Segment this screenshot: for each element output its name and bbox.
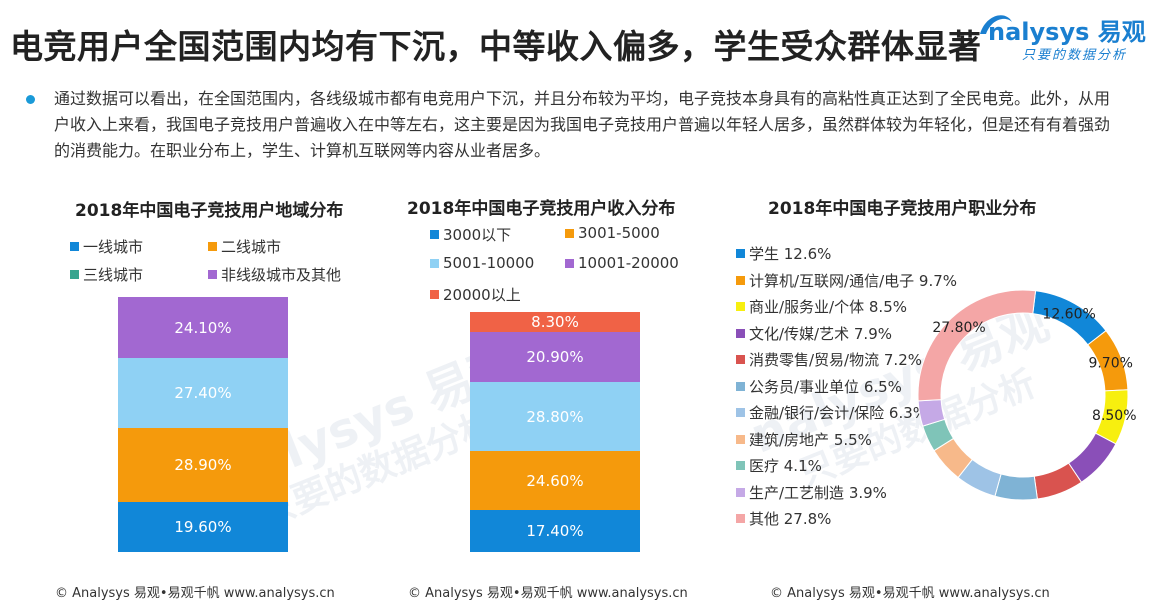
chart1-legend-item: 一线城市: [70, 236, 143, 257]
chart3-legend-swatch: [736, 328, 745, 338]
chart1-data-label: 19.60%: [174, 518, 232, 536]
chart3-legend-swatch: [736, 249, 745, 258]
chart3-legend-swatch: [736, 514, 745, 523]
chart2-legend-item: 10001-20000: [565, 254, 679, 272]
chart3-donut: 12.60% 9.70% 8.50% 27.80%: [917, 289, 1137, 501]
chart1-legend-swatch: [208, 242, 217, 251]
chart1-title: 2018年中国电子竞技用户地域分布: [75, 201, 344, 221]
chart3-data-label: 8.50%: [1092, 408, 1136, 424]
chart3-legend-label: 其他 27.8%: [749, 510, 832, 528]
chart1-bar-segment: 28.90%: [118, 428, 288, 502]
chart2-legend-item: 3001-5000: [565, 224, 660, 242]
chart3-legend-item: 金融/银行/会计/保险 6.3%: [736, 402, 927, 423]
chart3-legend-item: 计算机/互联网/通信/电子 9.7%: [736, 270, 957, 291]
chart1-legend-label: 三线城市: [83, 266, 144, 284]
chart1-data-label: 28.90%: [174, 456, 232, 475]
chart2-legend-item: 3000以下: [430, 224, 511, 245]
chart3-legend-item: 商业/服务业/个体 8.5%: [736, 296, 907, 317]
chart2-data-label: 8.30%: [531, 312, 579, 331]
logo-text: nalysys 易观: [988, 18, 1146, 46]
chart3-legend-swatch: [736, 434, 745, 444]
chart1-data-label: 24.10%: [174, 318, 232, 337]
chart1-legend-label: 二线城市: [221, 238, 282, 256]
chart1-bar-segment: 19.60%: [118, 502, 288, 552]
chart2-legend-swatch: [565, 228, 574, 238]
chart1-bar-segment: 24.10%: [118, 297, 288, 359]
chart3-legend-item: 建筑/房地产 5.5%: [736, 429, 872, 450]
chart1-legend-label: 一线城市: [83, 238, 144, 256]
chart1-legend-item: 二线城市: [208, 236, 281, 257]
chart3-legend-swatch: [736, 302, 745, 311]
chart2-bar-segment: 17.40%: [470, 510, 640, 552]
chart3-legend-label: 金融/银行/会计/保险 6.3%: [749, 404, 928, 422]
chart2-legend-item: 20000以上: [430, 284, 521, 305]
chart2-data-label: 17.40%: [526, 522, 584, 541]
logo-swoosh-icon: [980, 15, 1012, 34]
chart3-legend-item: 公务员/事业单位 6.5%: [736, 376, 902, 397]
chart3-donut-slice: [994, 473, 1038, 501]
chart3-legend-swatch: [736, 461, 745, 470]
chart1-legend-swatch: [70, 242, 79, 251]
chart1-legend-item: 三线城市: [70, 264, 143, 285]
chart3-legend-label: 消费零售/贸易/物流 7.2%: [749, 351, 922, 369]
chart3-legend-label: 计算机/互联网/通信/电子 9.7%: [749, 271, 958, 290]
chart1-legend-label: 非线级城市及其他: [221, 266, 342, 284]
chart2-data-label: 24.60%: [526, 471, 584, 490]
chart2-bar-segment: 24.60%: [470, 451, 640, 511]
chart3-legend-item: 其他 27.8%: [736, 508, 831, 529]
chart3-data-label: 27.80%: [932, 320, 985, 336]
chart2-legend-label: 10001-20000: [578, 254, 679, 272]
chart3-legend-label: 医疗 4.1%: [749, 457, 822, 475]
chart1-legend-swatch: [208, 270, 217, 279]
chart3-legend-label: 建筑/房地产 5.5%: [749, 430, 872, 449]
chart1-legend-swatch: [70, 270, 79, 279]
chart2-legend-label: 20000以上: [443, 286, 521, 304]
chart2-bar-segment: 8.30%: [470, 312, 640, 332]
chart3-legend-label: 文化/传媒/艺术 7.9%: [749, 324, 892, 343]
chart3-legend-item: 消费零售/贸易/物流 7.2%: [736, 349, 922, 370]
chart3-legend-swatch: [736, 381, 745, 391]
page-title: 电竞用户全国范围内均有下沉，中等收入偏多，学生受众群体显著: [10, 27, 982, 66]
chart3-legend-item: 文化/传媒/艺术 7.9%: [736, 323, 892, 344]
chart3-donut-slice: [917, 289, 1037, 402]
chart1-bar-segment: 27.40%: [118, 358, 288, 429]
chart3-title: 2018年中国电子竞技用户职业分布: [768, 199, 1037, 219]
chart2-data-label: 20.90%: [526, 347, 584, 366]
chart3-legend-item: 学生 12.6%: [736, 243, 831, 264]
chart2-legend-label: 5001-10000: [443, 254, 535, 272]
chart2-legend-swatch: [430, 258, 439, 268]
chart3-legend-label: 生产/工艺制造 3.9%: [749, 483, 887, 502]
chart3-legend-label: 学生 12.6%: [749, 245, 832, 263]
chart3-legend-swatch: [736, 487, 745, 497]
chart2-bar-segment: 20.90%: [470, 331, 640, 383]
chart3-data-label: 12.60%: [1042, 307, 1095, 323]
chart1-footer: © Analysys 易观•易观千帆 www.analysys.cn: [55, 586, 335, 601]
chart1-legend-item: 非线级城市及其他: [208, 264, 341, 285]
chart2-data-label: 28.80%: [526, 407, 584, 426]
chart3-legend-item: 生产/工艺制造 3.9%: [736, 482, 887, 503]
chart3-footer: © Analysys 易观•易观千帆 www.analysys.cn: [770, 586, 1050, 601]
chart2-bar-segment: 28.80%: [470, 382, 640, 452]
summary-paragraph: 通过数据可以看出，在全国范围内，各线级城市都有电竞用户下沉，并且分布较为平均，电…: [54, 89, 1111, 160]
chart3-legend-item: 医疗 4.1%: [736, 455, 822, 476]
brand-logo: nalysys 易观 只要的数据分析: [980, 8, 1158, 64]
chart2-legend-item: 5001-10000: [430, 254, 534, 272]
chart2-legend-label: 3001-5000: [578, 224, 660, 242]
bullet-dot-icon: [26, 95, 35, 104]
logo-slogan: 只要的数据分析: [1022, 48, 1128, 63]
chart1-data-label: 27.40%: [174, 384, 232, 403]
chart3-legend-label: 公务员/事业单位 6.5%: [749, 377, 902, 396]
chart2-footer: © Analysys 易观•易观千帆 www.analysys.cn: [408, 586, 688, 601]
chart2-legend-label: 3000以下: [443, 226, 512, 244]
chart3-legend-swatch: [736, 275, 745, 285]
chart2-legend-swatch: [430, 290, 439, 299]
chart2-title: 2018年中国电子竞技用户收入分布: [407, 199, 676, 219]
chart3-legend-swatch: [736, 408, 745, 417]
chart2-legend-swatch: [430, 230, 439, 239]
chart3-legend-label: 商业/服务业/个体 8.5%: [749, 298, 907, 316]
chart2-legend-swatch: [565, 258, 574, 268]
summary-text: 通过数据可以看出，在全国范围内，各线级城市都有电竞用户下沉，并且分布较为平均，电…: [34, 86, 1124, 164]
chart3-legend-swatch: [736, 355, 745, 364]
chart3-data-label: 9.70%: [1088, 356, 1132, 372]
